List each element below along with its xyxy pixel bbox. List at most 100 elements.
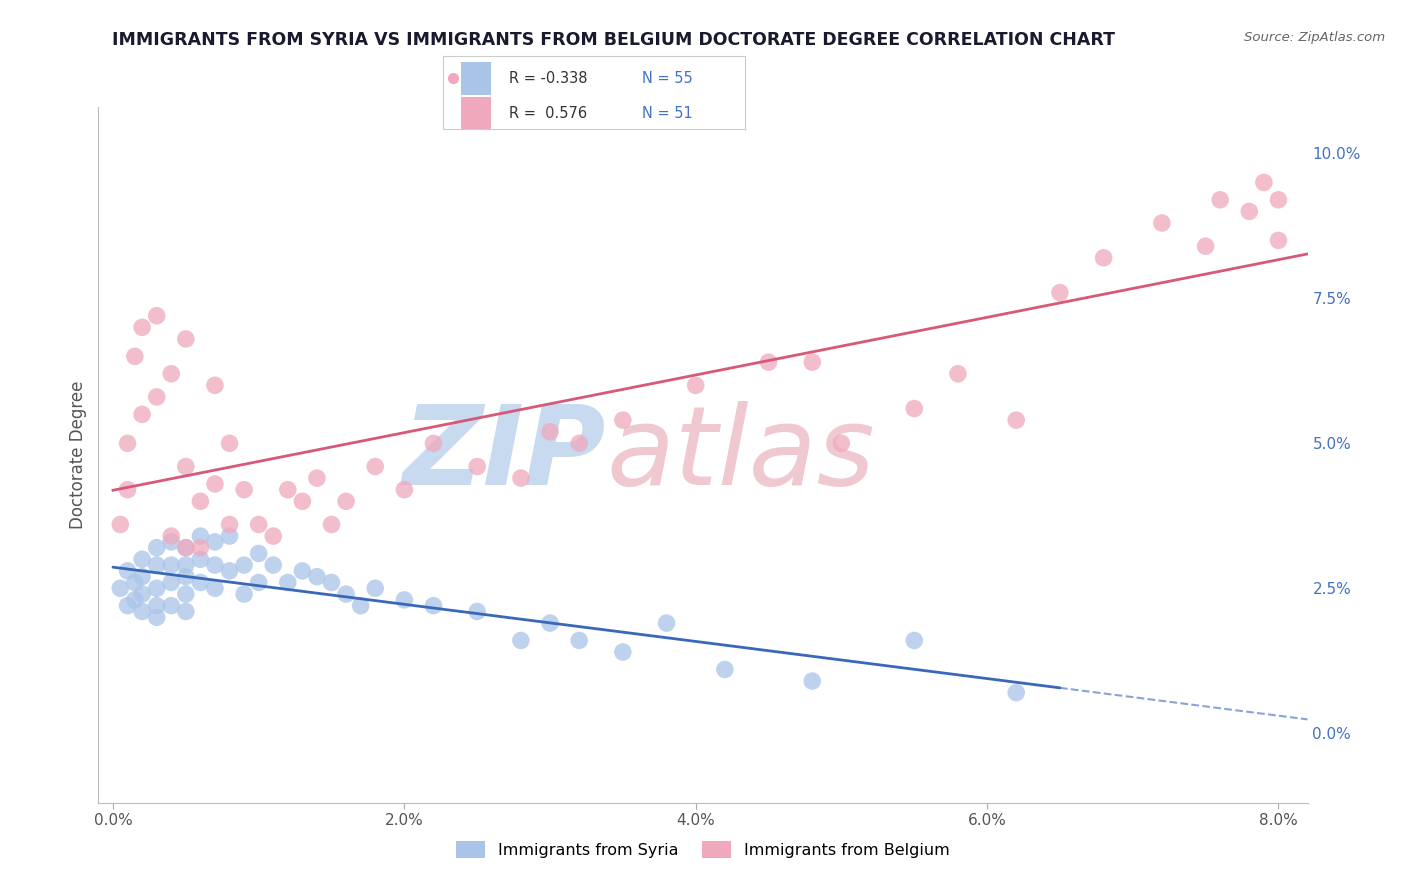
Point (262, 558, 284, 573)
Point (291, 564, 314, 578)
Point (612, 645, 634, 659)
Point (174, 541, 197, 555)
Point (1150, 216, 1173, 230)
Point (190, 575, 212, 590)
Point (218, 436, 240, 450)
Point (465, 459, 488, 474)
Point (262, 529, 284, 543)
Point (509, 471, 531, 485)
Point (124, 349, 146, 364)
Point (190, 494, 212, 508)
Point (131, 570, 153, 584)
Point (568, 436, 591, 450)
Y-axis label: Doctorate Degree: Doctorate Degree (69, 381, 87, 529)
Point (277, 483, 299, 497)
Text: R =  0.576: R = 0.576 (509, 106, 588, 120)
Point (131, 552, 153, 566)
Point (117, 599, 139, 613)
Point (465, 605, 488, 619)
Point (277, 575, 299, 590)
Point (1267, 193, 1289, 207)
Point (145, 541, 167, 555)
Point (131, 605, 153, 619)
Point (117, 564, 139, 578)
Point (190, 529, 212, 543)
Point (124, 592, 146, 607)
Point (247, 517, 270, 532)
Point (509, 633, 531, 648)
Point (305, 570, 328, 584)
Point (1049, 285, 1071, 300)
Point (233, 587, 256, 601)
Point (233, 483, 256, 497)
Point (350, 599, 373, 613)
Point (131, 320, 153, 334)
Point (1253, 175, 1275, 190)
Point (131, 587, 153, 601)
Point (218, 529, 240, 543)
Text: N = 51: N = 51 (643, 106, 693, 120)
Point (124, 575, 146, 590)
Point (394, 592, 416, 607)
Text: N = 55: N = 55 (643, 70, 693, 86)
Point (174, 587, 197, 601)
FancyBboxPatch shape (461, 97, 491, 129)
Point (204, 378, 226, 392)
Point (538, 425, 561, 439)
Point (145, 390, 167, 404)
Point (218, 564, 240, 578)
Point (714, 662, 737, 677)
Point (117, 436, 139, 450)
Point (190, 541, 212, 555)
FancyBboxPatch shape (461, 62, 491, 95)
Point (174, 332, 197, 346)
Point (946, 367, 969, 381)
Point (204, 476, 226, 491)
Point (1239, 204, 1261, 219)
Point (145, 599, 167, 613)
Point (685, 378, 707, 392)
Point (655, 615, 678, 630)
Point (145, 610, 167, 624)
Point (160, 367, 183, 381)
Point (321, 575, 343, 590)
Point (174, 541, 197, 555)
Point (204, 534, 226, 549)
Point (364, 459, 387, 474)
Point (422, 436, 444, 450)
Point (364, 582, 387, 596)
Point (1092, 251, 1115, 265)
Point (218, 517, 240, 532)
Point (1194, 239, 1216, 253)
Point (117, 483, 139, 497)
Point (247, 575, 270, 590)
Point (568, 633, 591, 648)
Text: Source: ZipAtlas.com: Source: ZipAtlas.com (1244, 31, 1385, 45)
Point (145, 558, 167, 573)
Point (394, 483, 416, 497)
Point (131, 407, 153, 421)
Point (1005, 413, 1028, 427)
Point (174, 558, 197, 573)
Point (160, 575, 183, 590)
Point (174, 605, 197, 619)
Point (903, 401, 925, 416)
Point (305, 471, 328, 485)
Point (1267, 233, 1289, 247)
Point (321, 517, 343, 532)
Text: R = -0.338: R = -0.338 (509, 70, 588, 86)
Point (830, 436, 852, 450)
Point (174, 570, 197, 584)
Point (247, 546, 270, 561)
Point (160, 534, 183, 549)
Point (612, 413, 634, 427)
Point (160, 599, 183, 613)
Point (145, 582, 167, 596)
Point (1005, 685, 1028, 699)
Point (160, 529, 183, 543)
Point (422, 599, 444, 613)
Point (903, 633, 925, 648)
Point (758, 355, 780, 369)
Point (145, 309, 167, 323)
Point (335, 587, 357, 601)
